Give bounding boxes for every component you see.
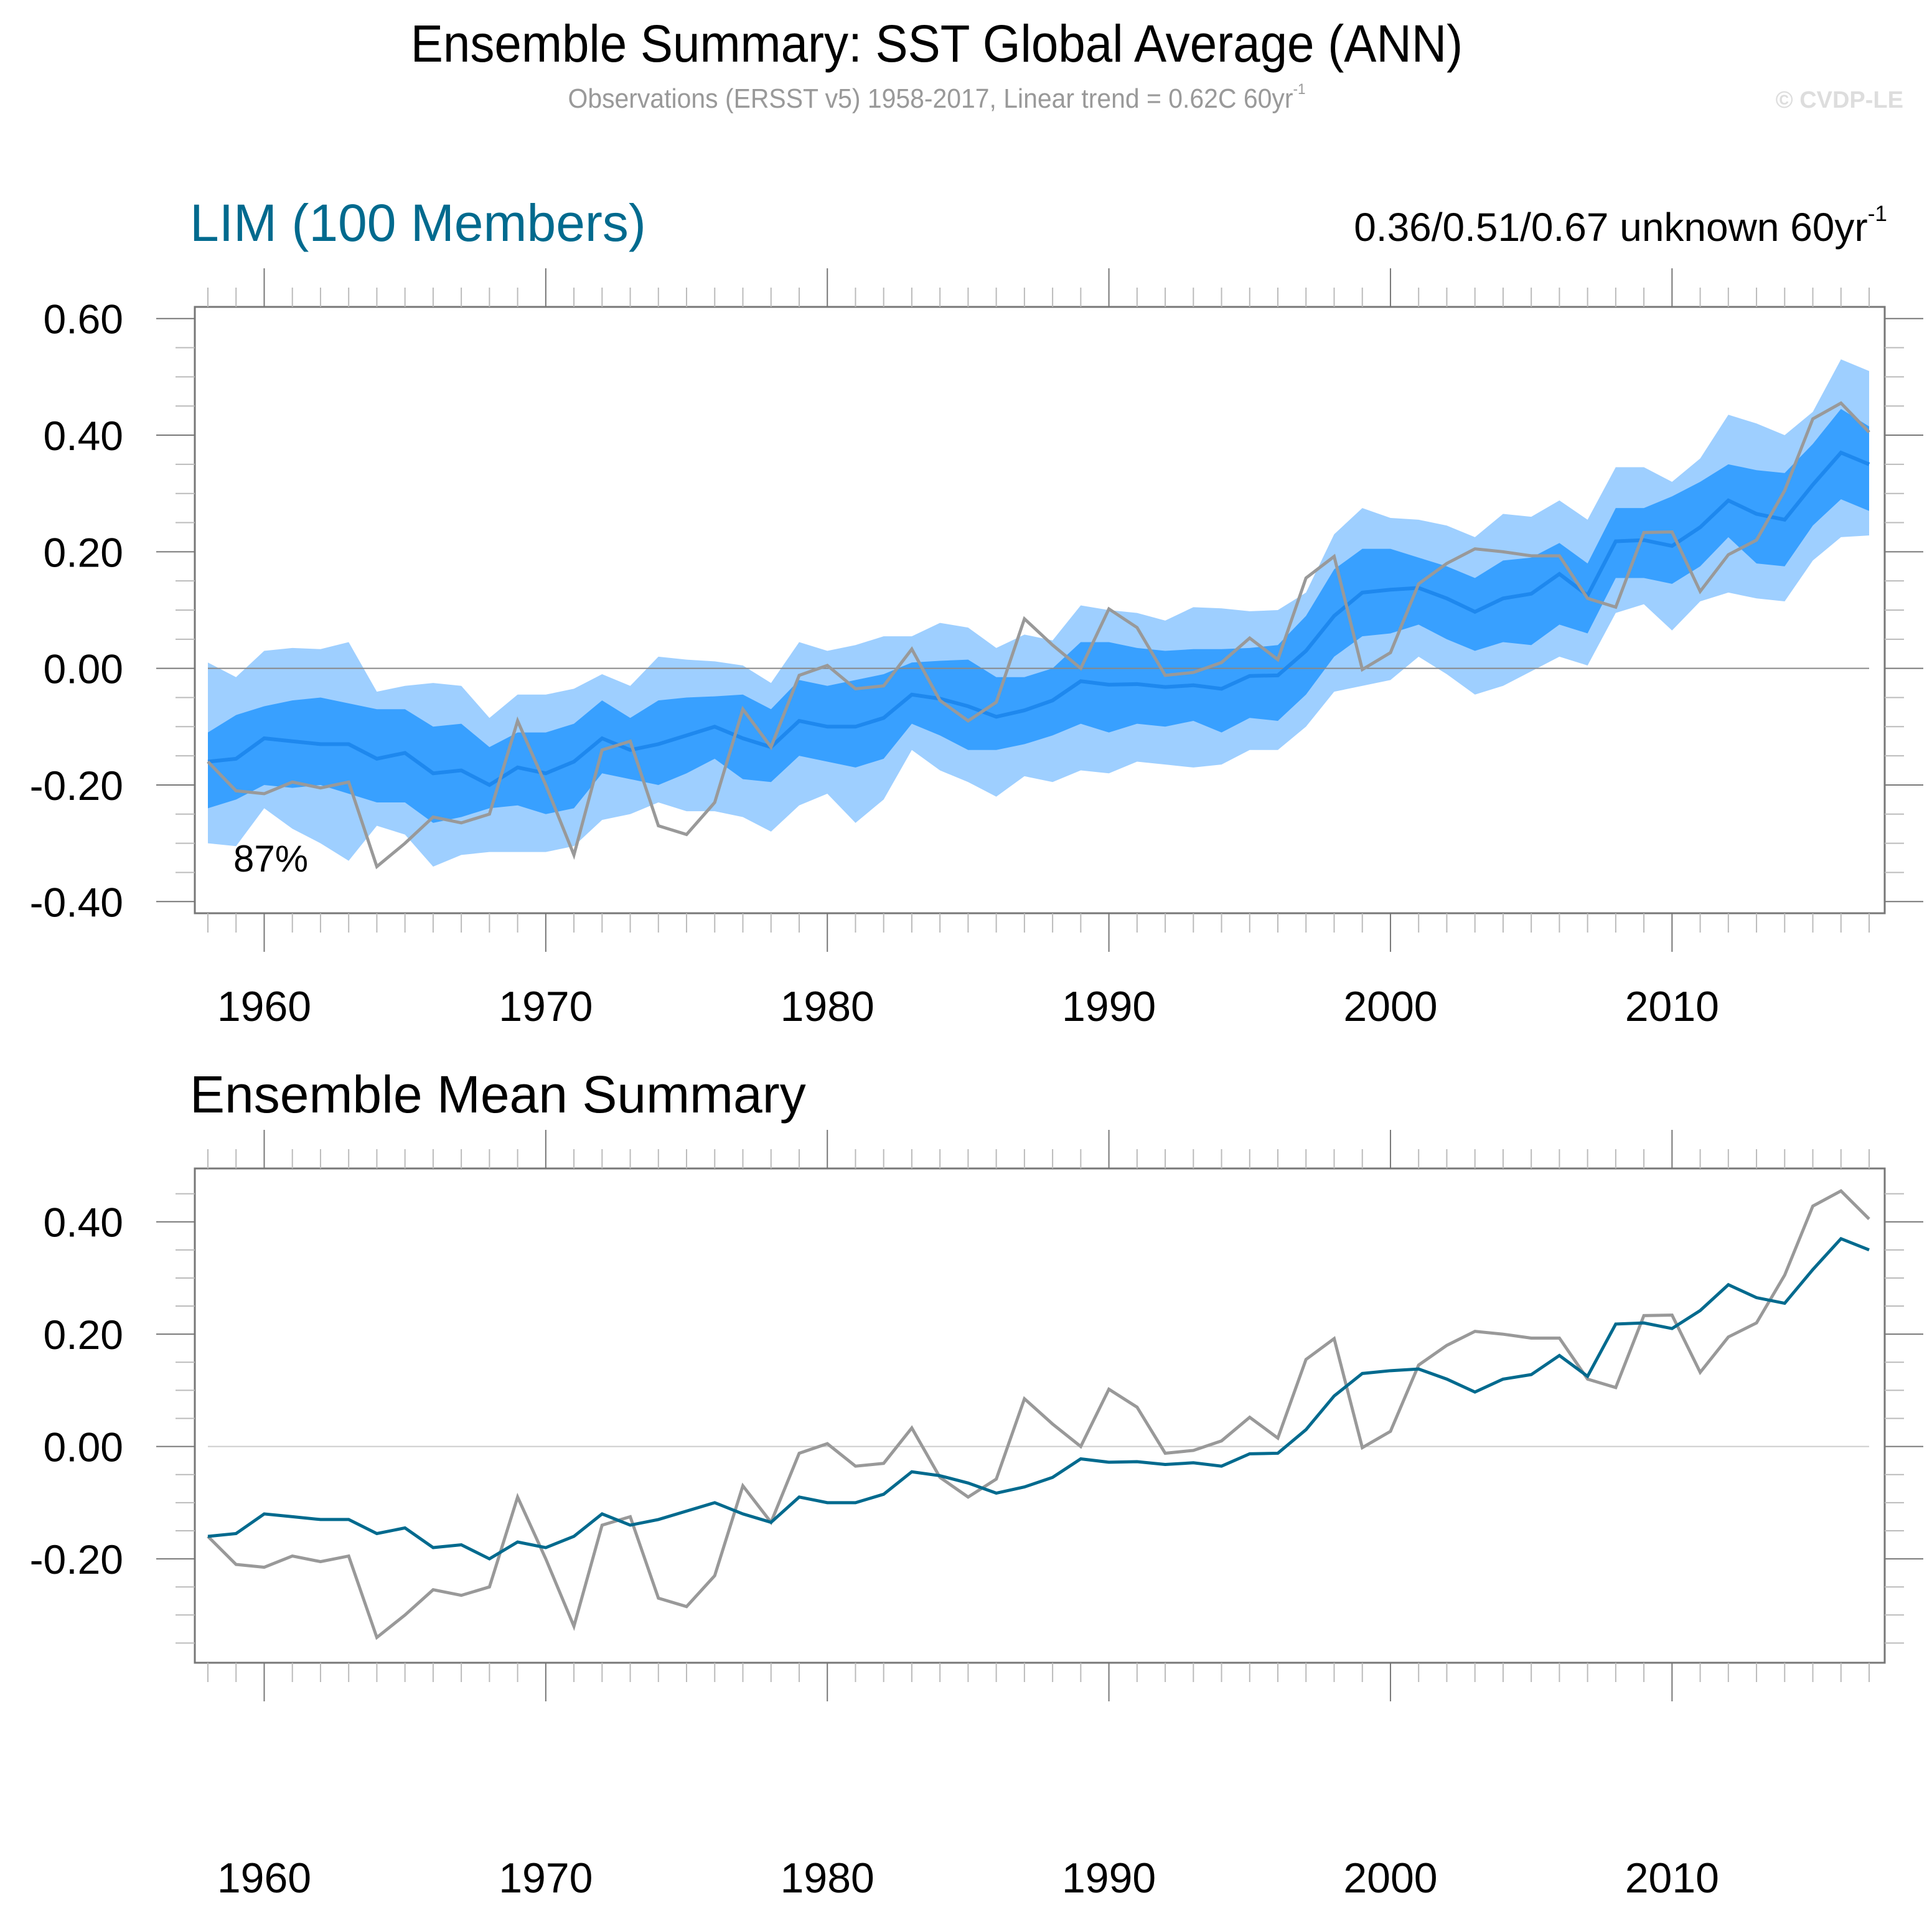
subtitle-superscript: -1	[1293, 81, 1306, 98]
y-tick-label: -0.20	[30, 1536, 123, 1582]
observations-line	[207, 1189, 1870, 1640]
x-tick-label: 1970	[499, 1854, 593, 1902]
y-tick-label: -0.20	[30, 763, 123, 809]
trend-superscript: -1	[1867, 202, 1887, 226]
ensemble-median-line	[207, 450, 1870, 787]
plot-frame	[194, 1167, 1886, 1664]
x-tick-label: 1990	[1062, 983, 1156, 1030]
trend-summary-text: 0.36/0.51/0.67 unknown 60yr	[1354, 205, 1868, 250]
y-tick-label: 0.00	[44, 1424, 123, 1470]
y-tick-label: 0.60	[44, 296, 123, 342]
x-tick-label: 2010	[1625, 1854, 1719, 1902]
percent-annotation: 87%	[233, 838, 308, 880]
x-tick-label: 1980	[781, 983, 875, 1030]
x-tick-label: 1990	[1062, 1854, 1156, 1902]
ensemble-mean-line	[207, 1236, 1870, 1561]
panel-1-plot: 0.60 0.40 0.20 0.00 -0.20 -0.40 1960 1970 1980 19…	[30, 268, 1923, 1030]
y-tick-label: 0.20	[44, 529, 123, 575]
x-tick-label: 2010	[1625, 983, 1719, 1030]
inner-spread-band	[208, 408, 1869, 823]
panel1-title: LIM (100 Members)	[190, 194, 646, 252]
x-tick-label: 2000	[1343, 1854, 1437, 1902]
trend-summary: 0.36/0.51/0.67 unknown 60yr-1	[1354, 202, 1887, 250]
x-tick-label: 1960	[217, 1854, 311, 1902]
panel2-title: Ensemble Mean Summary	[190, 1065, 806, 1124]
y-tick-label: 0.20	[44, 1312, 123, 1358]
main-title: Ensemble Summary: SST Global Average (AN…	[410, 14, 1463, 73]
x-tick-label: 1980	[781, 1854, 875, 1902]
observations-line	[207, 401, 1870, 870]
panel-2-plot: 0.40 0.20 0.00 -0.20 1960 1970 1980 1990 2000 201…	[30, 1130, 1923, 1902]
y-tick-label: 0.00	[44, 646, 123, 692]
y-tick-label: 0.40	[44, 1200, 123, 1246]
x-tick-label: 1970	[499, 983, 593, 1030]
x-tick-label: 1960	[217, 983, 311, 1030]
y-tick-label: -0.40	[30, 879, 123, 925]
x-tick-label: 2000	[1343, 983, 1437, 1030]
credit-label: © CVDP-LE	[1775, 87, 1903, 113]
subtitle: Observations (ERSST v5) 1958-2017, Linea…	[65, 81, 1808, 115]
y-tick-label: 0.40	[44, 413, 123, 459]
subtitle-text: Observations (ERSST v5) 1958-2017, Linea…	[568, 83, 1293, 114]
